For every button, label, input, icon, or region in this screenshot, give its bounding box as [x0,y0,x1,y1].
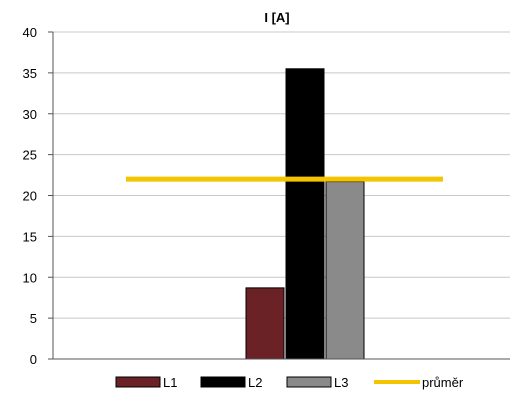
y-tick-label: 5 [30,311,37,326]
legend-swatch-l3 [286,376,332,388]
y-tick-label: 0 [30,352,37,367]
bar-l3 [325,181,365,360]
y-tick-label: 35 [23,66,37,81]
bar-l2 [285,68,325,360]
legend-label: L3 [334,375,348,390]
y-tick-label: 20 [23,189,37,204]
bars-layer [245,68,365,360]
legend-label: průměr [422,375,464,390]
axis-layer [52,32,510,360]
legend-swatch-l1 [115,376,161,388]
y-tick-label: 15 [23,229,37,244]
legend-label: L2 [248,375,262,390]
y-tick-label: 25 [23,148,37,163]
y-axis-ticks: 0 5 10 15 20 25 30 35 40 [23,25,53,367]
y-tick-label: 10 [23,270,37,285]
chart-title: I [A] [264,10,289,25]
bar-l1 [245,287,285,360]
y-tick-label: 30 [23,107,37,122]
legend-label: L1 [163,375,177,390]
legend: L1 L2 L3 průměr [115,375,464,390]
legend-swatch-l2 [200,376,246,388]
y-tick-label: 40 [23,25,37,40]
grid-layer [53,31,510,319]
